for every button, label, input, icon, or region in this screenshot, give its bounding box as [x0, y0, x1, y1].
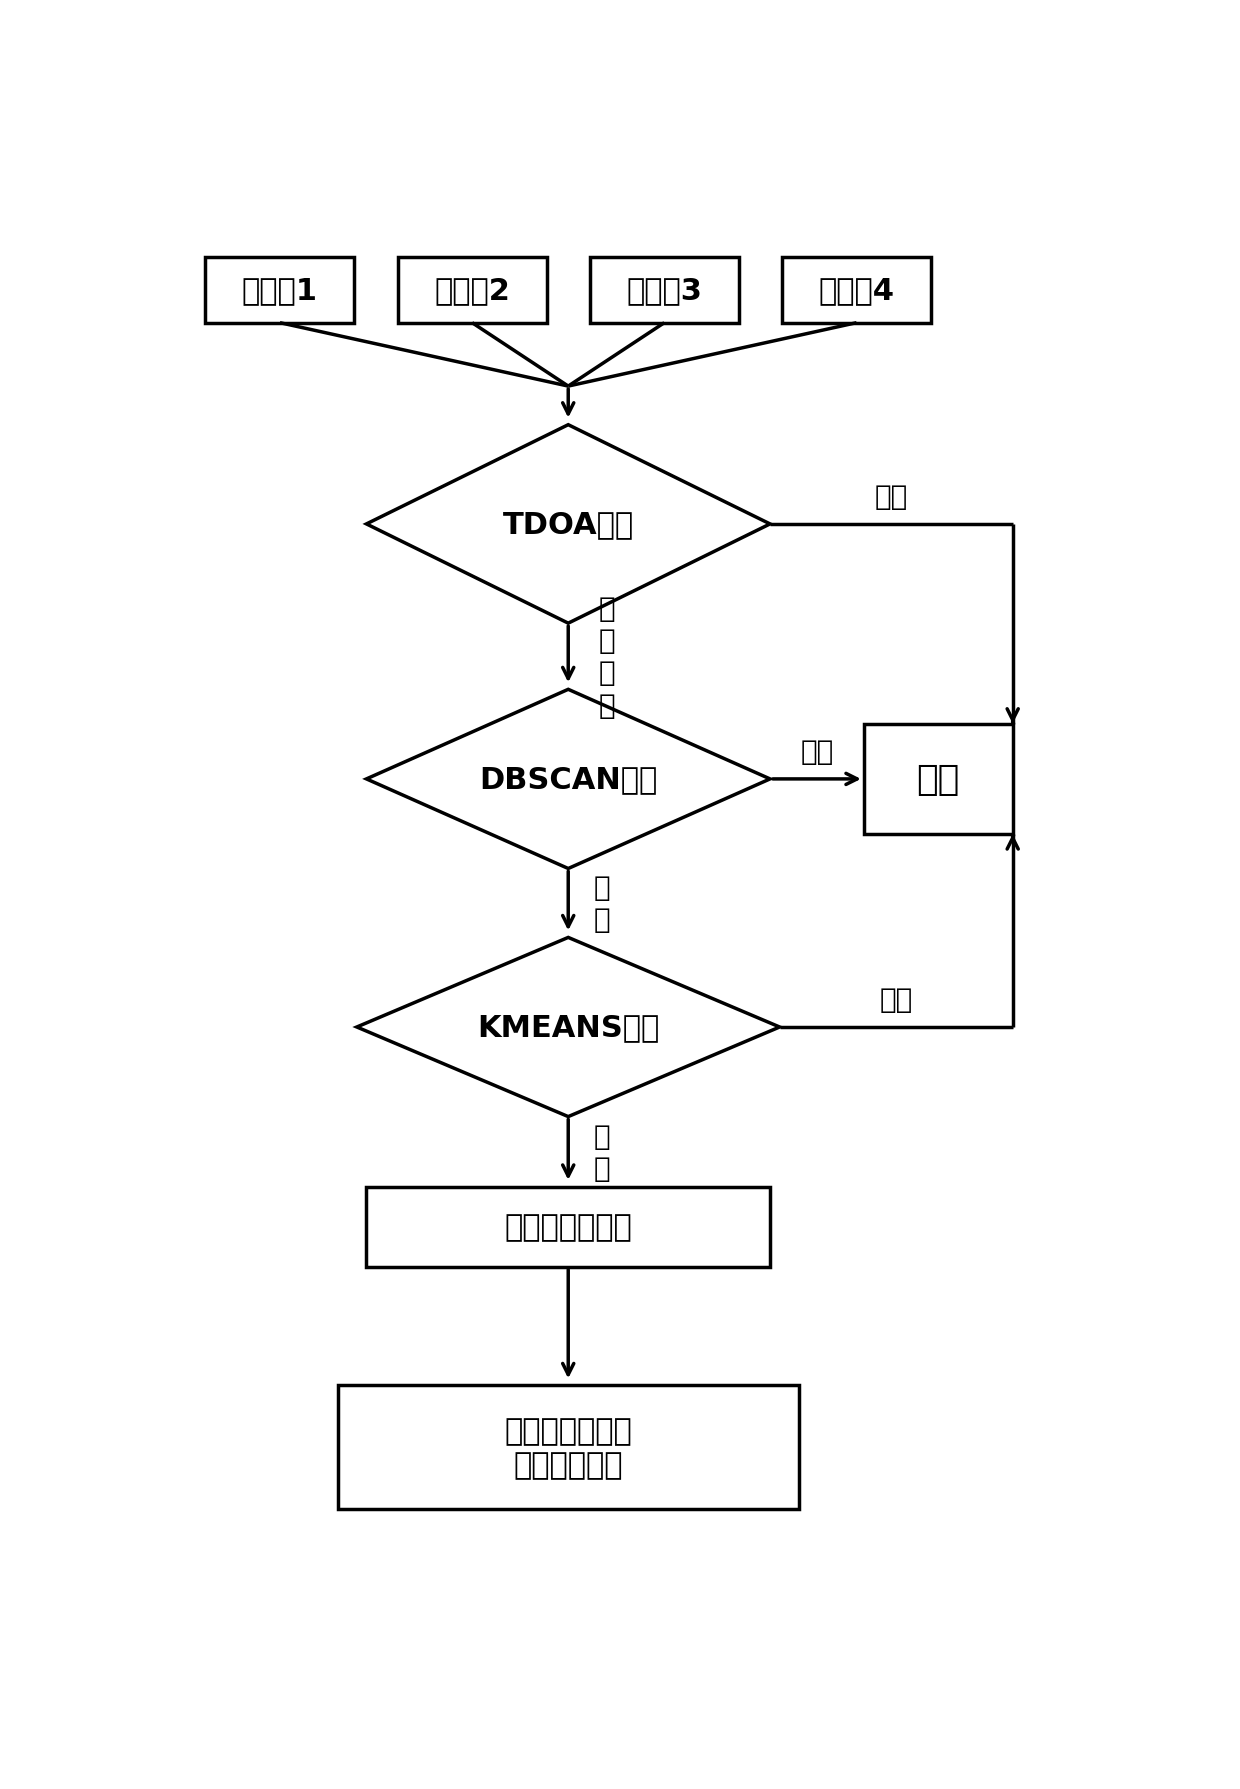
Text: 监控点4: 监控点4 — [818, 276, 894, 304]
Text: 监控点2: 监控点2 — [434, 276, 510, 304]
Text: 聚
成: 聚 成 — [594, 873, 610, 934]
FancyBboxPatch shape — [782, 258, 931, 324]
Text: 失败: 失败 — [879, 986, 913, 1014]
Polygon shape — [367, 426, 770, 624]
FancyBboxPatch shape — [864, 725, 1013, 834]
FancyBboxPatch shape — [590, 258, 739, 324]
Text: 监控点3: 监控点3 — [626, 276, 702, 304]
FancyBboxPatch shape — [398, 258, 547, 324]
Text: 雷暴核数据聚类: 雷暴核数据聚类 — [505, 1213, 632, 1242]
FancyBboxPatch shape — [337, 1385, 799, 1510]
Text: 定
位
成
功: 定 位 成 功 — [599, 594, 615, 719]
Polygon shape — [367, 691, 770, 869]
Text: 失败: 失败 — [874, 483, 908, 512]
Text: 失败: 失败 — [800, 737, 833, 766]
FancyBboxPatch shape — [367, 1188, 770, 1267]
Text: DBSCAN算法: DBSCAN算法 — [479, 766, 657, 794]
Text: TDOA算法: TDOA算法 — [502, 510, 634, 538]
Polygon shape — [357, 937, 780, 1116]
Text: KMEANS算法: KMEANS算法 — [477, 1013, 660, 1041]
Text: 核轨迹关联性及
预测强弱趋势: 核轨迹关联性及 预测强弱趋势 — [505, 1417, 632, 1480]
Text: 监控点1: 监控点1 — [242, 276, 317, 304]
FancyBboxPatch shape — [206, 258, 355, 324]
Text: 成
功: 成 功 — [594, 1122, 610, 1183]
Text: 丢弃: 丢弃 — [916, 762, 960, 796]
